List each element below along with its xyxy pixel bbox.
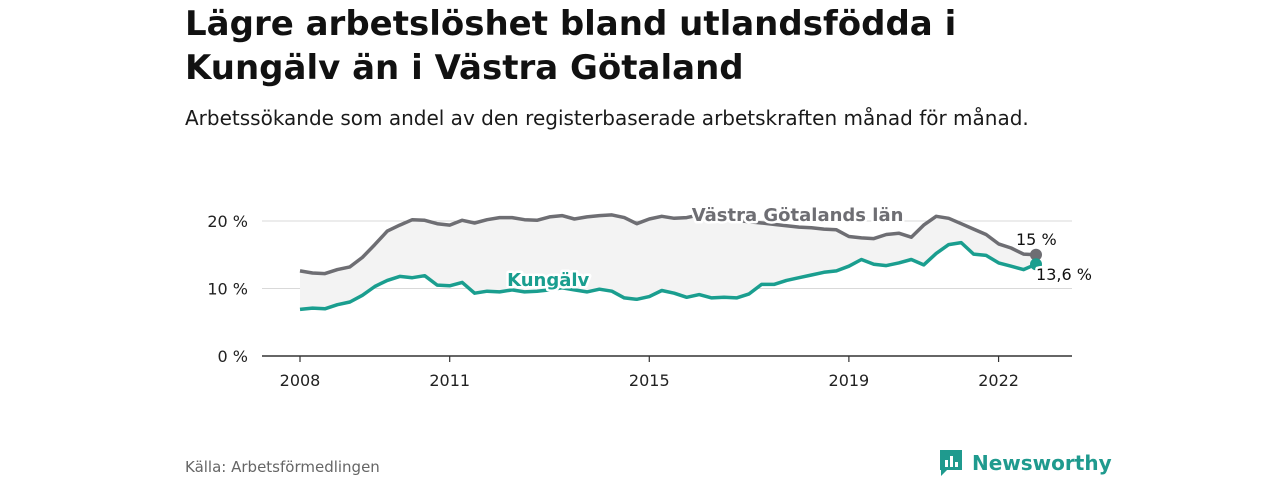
series-line-kungalv (299, 240, 1037, 312)
newsworthy-logo-text: Newsworthy (972, 451, 1112, 475)
series-label-vastra-gotaland-halo: Västra Götalands län (692, 205, 904, 226)
x-tick-label: 2015 (629, 371, 670, 390)
x-tick-label: 2008 (280, 371, 321, 390)
x-tick-label: 2022 (978, 371, 1019, 390)
chart-subtitle: Arbetssökande som andel av den registerb… (185, 106, 1029, 130)
source-note: Källa: Arbetsförmedlingen (185, 458, 380, 476)
x-tick-label: 2019 (829, 371, 870, 390)
y-tick-label: 0 % (218, 347, 248, 366)
chart-title: Lägre arbetslöshet bland utlandsfödda i … (185, 4, 957, 88)
y-tick-label: 10 % (207, 280, 248, 299)
end-label-kungalv-halo: 13,6 % (1036, 265, 1092, 284)
series-label-kungalv-halo: Kungälv (507, 270, 589, 291)
newsworthy-logo: Newsworthy (938, 448, 1112, 478)
series-label-vastra-gotaland: Västra Götalands län (692, 205, 904, 226)
end-label-vastra-gotaland-halo: 15 % (1016, 230, 1057, 249)
x-tick-label: 2011 (429, 371, 470, 390)
newsworthy-logo-icon (940, 450, 962, 476)
series-line-vastra-gotaland (299, 213, 1037, 276)
series-label-kungalv: Kungälv (507, 270, 589, 291)
y-tick-label: 20 % (207, 212, 248, 231)
end-label-kungalv: 13,6 % (1036, 265, 1092, 284)
end-point-vastra-gotaland (1030, 248, 1042, 261)
end-label-vastra-gotaland: 15 % (1016, 230, 1057, 249)
end-point-kungalv (1030, 258, 1042, 271)
